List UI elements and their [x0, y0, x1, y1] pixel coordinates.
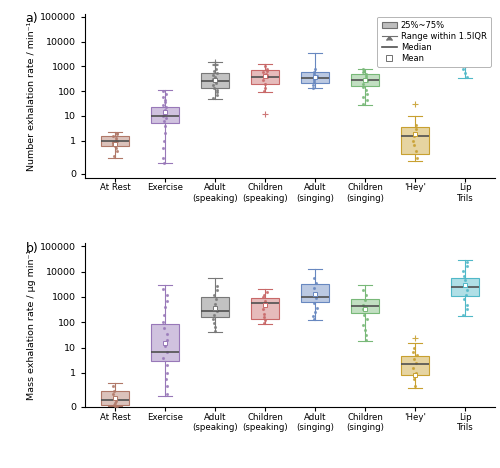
Legend: 25%~75%, Range within 1.5IQR, Median, Mean: 25%~75%, Range within 1.5IQR, Median, Me…	[378, 16, 491, 67]
Bar	[401, 356, 429, 375]
Bar	[101, 391, 129, 405]
Y-axis label: Number exhalation rate / min⁻¹: Number exhalation rate / min⁻¹	[27, 21, 36, 171]
Text: a): a)	[26, 12, 38, 25]
Bar	[201, 73, 229, 88]
Bar	[252, 70, 279, 84]
Bar	[301, 72, 329, 83]
Bar	[151, 324, 179, 361]
Bar	[452, 49, 479, 60]
Text: b): b)	[26, 241, 38, 255]
Bar	[301, 284, 329, 302]
Bar	[401, 127, 429, 154]
Bar	[201, 298, 229, 317]
Bar	[351, 74, 379, 86]
Bar	[351, 299, 379, 313]
Bar	[252, 298, 279, 319]
Bar	[452, 278, 479, 296]
Bar	[101, 136, 129, 146]
Bar	[151, 108, 179, 124]
Y-axis label: Mass exhalation rate / μg min⁻¹: Mass exhalation rate / μg min⁻¹	[27, 250, 36, 401]
